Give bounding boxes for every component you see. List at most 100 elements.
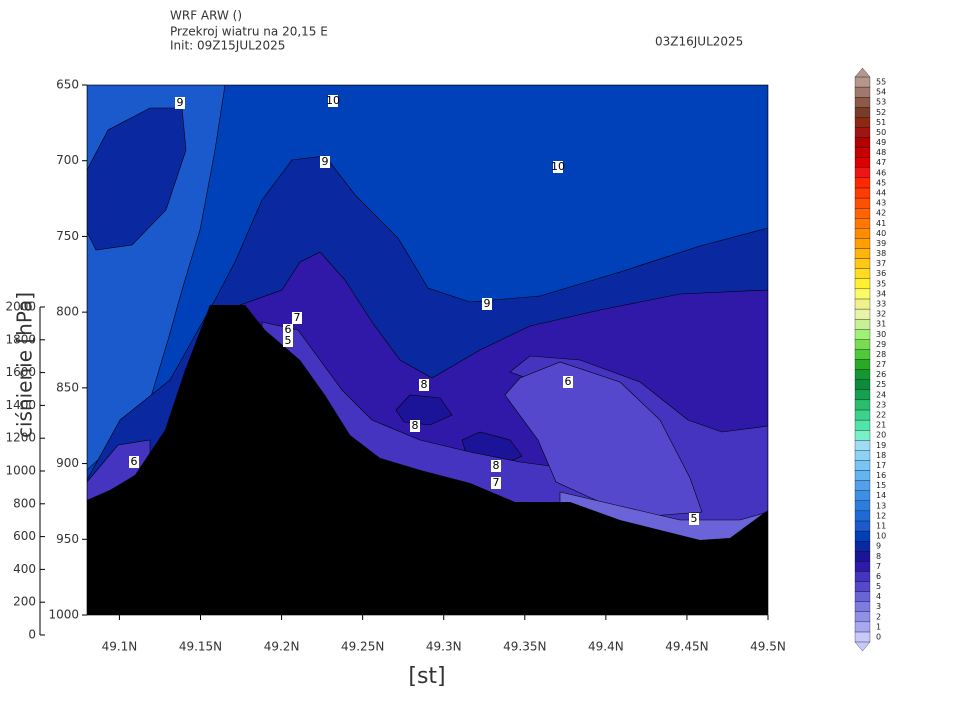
colorbar-label: 41 — [876, 219, 886, 228]
colorbar-swatch — [854, 631, 871, 643]
contour-label-bg — [283, 324, 293, 336]
contour-label: 8 — [493, 459, 500, 472]
colorbar-label: 35 — [876, 279, 886, 288]
colorbar-label: 14 — [876, 491, 886, 500]
init-time: Init: 09Z15JUL2025 — [170, 39, 285, 53]
colorbar-label: 29 — [876, 340, 886, 349]
colorbar-label: 50 — [876, 128, 886, 137]
y2-tick-label: 1200 — [5, 431, 36, 445]
colorbar-end — [854, 67, 871, 78]
colorbar-swatch — [854, 621, 871, 633]
colorbar-label: 18 — [876, 451, 886, 460]
colorbar-swatch — [854, 520, 871, 532]
colorbar-swatch — [854, 339, 871, 350]
y-tick-label: 750 — [56, 229, 79, 243]
colorbar-label: 4 — [876, 592, 881, 601]
contour-label-bg — [283, 335, 293, 347]
colorbar-label: 10 — [876, 532, 886, 541]
x-tick-label: 49.5N — [750, 640, 786, 654]
colorbar-swatch — [854, 147, 871, 158]
colorbar-swatch — [854, 419, 871, 431]
contour-label: 7 — [493, 476, 500, 489]
colorbar-swatch — [854, 288, 871, 300]
colorbar-label: 31 — [876, 320, 886, 329]
colorbar-label: 8 — [876, 552, 881, 561]
colorbar-swatch — [854, 278, 871, 290]
colorbar-swatch — [854, 601, 871, 612]
colorbar-swatch — [854, 591, 871, 602]
colorbar-label: 46 — [876, 168, 886, 177]
y2-tick-label: 1000 — [5, 464, 36, 478]
colorbar-swatch — [854, 157, 871, 168]
y2-tick-label: 1800 — [5, 332, 36, 346]
colorbar-swatch — [854, 187, 871, 199]
colorbar-swatch — [854, 197, 871, 209]
y-tick-label: 650 — [56, 78, 79, 92]
y2-tick-label: 0 — [28, 628, 36, 642]
colorbar-swatch — [854, 137, 871, 148]
colorbar-end — [854, 641, 871, 652]
x-axis-label: [st] — [408, 664, 445, 689]
contour-label-bg — [175, 97, 185, 109]
colorbar-swatch — [854, 551, 871, 562]
colorbar-swatch — [854, 460, 871, 471]
colorbar-swatch — [854, 349, 871, 360]
colorbar-label: 17 — [876, 461, 886, 470]
colorbar-label: 27 — [876, 360, 886, 369]
colorbar-swatch — [854, 399, 871, 411]
colorbar-label: 22 — [876, 411, 886, 420]
colorbar-swatch — [854, 228, 871, 239]
y-tick-label: 800 — [56, 305, 79, 319]
colorbar-label: 26 — [876, 370, 886, 379]
colorbar-label: 11 — [876, 522, 886, 531]
colorbar-label: 51 — [876, 118, 886, 127]
colorbar-label: 3 — [876, 602, 881, 611]
y2-tick-label: 2000 — [5, 300, 36, 314]
colorbar-label: 39 — [876, 239, 886, 248]
x-tick-label: 49.45N — [665, 640, 708, 654]
terrain — [87, 305, 768, 615]
colorbar-label: 13 — [876, 501, 886, 510]
colorbar-label: 19 — [876, 441, 886, 450]
colorbar-label: 47 — [876, 158, 886, 167]
colorbar-label: 12 — [876, 511, 886, 520]
colorbar-swatch — [854, 571, 871, 582]
colorbar-label: 54 — [876, 88, 886, 97]
colorbar-swatch — [854, 117, 871, 128]
contour-region — [504, 361, 703, 517]
colorbar-swatch — [854, 450, 871, 461]
colorbar-label: 42 — [876, 209, 886, 218]
contour-region — [395, 394, 453, 426]
contour-label-bg — [320, 156, 330, 168]
colorbar-label: 34 — [876, 289, 886, 298]
x-tick-label: 49.25N — [341, 640, 384, 654]
y-tick-label: 700 — [56, 153, 79, 167]
colorbar-label: 37 — [876, 259, 886, 268]
x-tick-label: 49.3N — [426, 640, 462, 654]
colorbar-swatch — [854, 530, 871, 542]
y-tick-label: 850 — [56, 380, 79, 394]
colorbar-swatch — [854, 409, 871, 421]
colorbar-label: 44 — [876, 189, 886, 198]
colorbar-label: 7 — [876, 562, 881, 571]
y2-tick-label: 1400 — [5, 398, 36, 412]
colorbar-label: 53 — [876, 98, 886, 107]
colorbar-swatch — [854, 268, 871, 279]
contour-label: 5 — [285, 334, 292, 347]
colorbar-swatch — [854, 308, 871, 320]
valid-time: 03Z16JUL2025 — [655, 35, 743, 49]
colorbar-swatch — [854, 167, 871, 179]
colorbar-label: 15 — [876, 481, 886, 490]
colorbar-swatch — [854, 561, 871, 572]
colorbar-label: 40 — [876, 229, 886, 238]
contour-label: 10 — [551, 160, 565, 173]
colorbar-swatch — [854, 107, 871, 118]
colorbar-label: 38 — [876, 249, 886, 258]
contour-label-bg — [129, 456, 139, 468]
colorbar-label: 20 — [876, 431, 886, 440]
colorbar-label: 28 — [876, 350, 886, 359]
colorbar-label: 9 — [876, 542, 881, 551]
colorbar-label: 24 — [876, 390, 886, 399]
